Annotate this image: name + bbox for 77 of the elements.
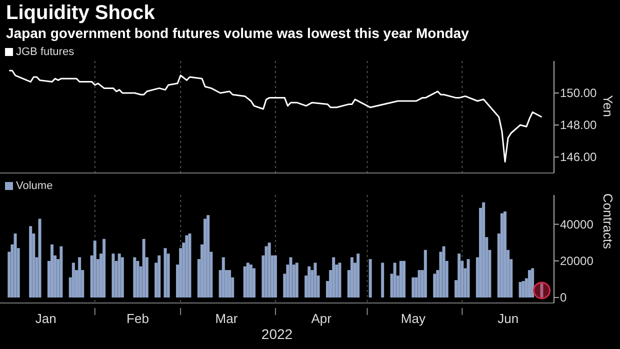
bar bbox=[29, 226, 32, 298]
bar bbox=[158, 255, 161, 298]
bar bbox=[274, 255, 277, 298]
y-axis-title: Contracts bbox=[600, 193, 616, 250]
bar bbox=[402, 260, 406, 298]
bar bbox=[332, 257, 336, 298]
chart-subtitle: Japan government bond futures volume was lowest this year Monday bbox=[6, 25, 469, 41]
bar bbox=[60, 246, 63, 298]
bar bbox=[185, 235, 188, 298]
bar bbox=[433, 274, 436, 298]
bar bbox=[482, 202, 486, 298]
legend-label: Volume bbox=[16, 180, 53, 192]
bar bbox=[188, 233, 192, 298]
x-tick-label: May bbox=[400, 311, 426, 326]
bar bbox=[14, 233, 17, 298]
x-tick-label: Feb bbox=[126, 311, 149, 326]
bar bbox=[295, 262, 298, 298]
bar bbox=[393, 262, 396, 298]
y-tick-label: 148.00 bbox=[560, 118, 598, 132]
bar bbox=[72, 262, 75, 298]
bar bbox=[142, 238, 146, 298]
bar bbox=[252, 268, 256, 298]
bar bbox=[522, 281, 525, 298]
y-tick-label: 40000 bbox=[560, 217, 594, 232]
bar bbox=[466, 259, 470, 298]
bar bbox=[246, 262, 250, 298]
bar bbox=[314, 262, 317, 298]
y-axis-title: Yen bbox=[600, 95, 616, 117]
y-tick-label: 0 bbox=[560, 290, 567, 305]
bar bbox=[381, 262, 384, 298]
bar bbox=[442, 246, 446, 298]
bar bbox=[350, 257, 354, 298]
bar bbox=[133, 257, 136, 298]
bar bbox=[222, 257, 225, 298]
y-tick-label: 146.00 bbox=[560, 150, 598, 164]
bar bbox=[204, 218, 207, 298]
x-tick-label: Mar bbox=[215, 311, 238, 326]
bar bbox=[424, 250, 427, 298]
bar bbox=[112, 254, 115, 298]
bar bbox=[458, 254, 461, 298]
bar bbox=[38, 218, 42, 298]
bar bbox=[528, 270, 531, 298]
x-tick-label: Jun bbox=[498, 311, 519, 326]
bar bbox=[243, 266, 246, 298]
bar bbox=[289, 257, 292, 298]
bar bbox=[136, 260, 140, 298]
bar bbox=[500, 213, 504, 298]
chart-title: Liquidity Shock bbox=[6, 2, 155, 25]
x-tick-label: Apr bbox=[311, 311, 332, 326]
bar bbox=[249, 264, 252, 298]
bar bbox=[308, 266, 311, 298]
bar bbox=[412, 277, 415, 298]
bar bbox=[164, 248, 167, 298]
bar bbox=[93, 240, 96, 298]
bar bbox=[418, 270, 421, 298]
legend-label: JGB futures bbox=[16, 46, 74, 58]
x-tick-label: Jan bbox=[35, 311, 56, 326]
bar bbox=[264, 246, 268, 298]
y-tick-label: 150.00 bbox=[560, 86, 598, 100]
bar bbox=[228, 270, 232, 298]
bar bbox=[50, 244, 54, 298]
bar bbox=[531, 268, 534, 298]
y-tick-label: 20000 bbox=[560, 254, 594, 268]
bar bbox=[338, 262, 342, 298]
bar bbox=[368, 259, 372, 298]
bar bbox=[399, 260, 402, 298]
bar bbox=[268, 242, 271, 298]
bar bbox=[102, 238, 106, 298]
bar bbox=[120, 257, 124, 298]
bar bbox=[503, 211, 506, 298]
bar bbox=[78, 257, 82, 298]
bar bbox=[356, 254, 360, 298]
x-axis-title: 2022 bbox=[261, 326, 293, 342]
bar bbox=[518, 282, 522, 298]
bar bbox=[206, 215, 210, 298]
line-series bbox=[8, 70, 543, 163]
bar bbox=[118, 254, 121, 298]
